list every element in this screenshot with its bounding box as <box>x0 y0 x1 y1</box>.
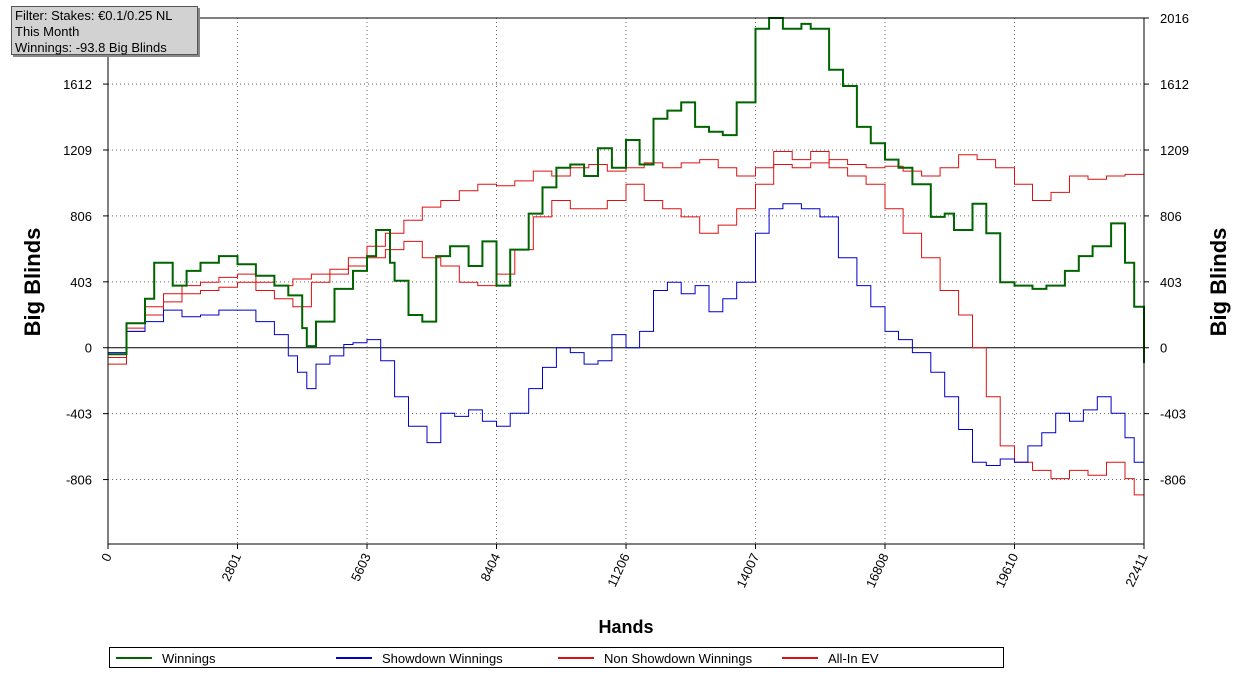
filter-period-text: This Month <box>15 24 80 39</box>
legend-swatch-showdown-winnings <box>336 657 372 659</box>
x-axis-title: Hands <box>598 617 653 637</box>
filter-stakes-text: Filter: Stakes: €0.1/0.25 NL <box>15 8 173 23</box>
filter-info-box: Filter: Stakes: €0.1/0.25 NL This Month … <box>11 6 198 55</box>
y-tick-label-right: 806 <box>1160 209 1182 224</box>
y-tick-label-right: 1612 <box>1160 77 1189 92</box>
legend-swatch-non-showdown-winnings <box>558 657 594 659</box>
y-tick-label-left: 0 <box>85 341 92 356</box>
legend-label-all-in-ev: All-In EV <box>828 650 879 666</box>
x-tick-label: 5603 <box>348 551 374 584</box>
plot-background <box>108 18 1144 544</box>
x-tick-label: 0 <box>98 551 115 564</box>
x-tick-label: 16808 <box>863 551 892 590</box>
x-tick-label: 8404 <box>477 551 503 584</box>
y-tick-label-right: 403 <box>1160 275 1182 290</box>
legend-item-showdown-winnings: Showdown Winnings <box>336 650 503 666</box>
y-tick-label-left: 1612 <box>63 77 92 92</box>
legend-swatch-all-in-ev <box>782 657 818 659</box>
legend-label-non-showdown-winnings: Non Showdown Winnings <box>604 650 753 666</box>
legend-item-all-in-ev: All-In EV <box>782 650 879 666</box>
y-tick-label-left: -403 <box>66 407 92 422</box>
series-line-non-showdown-winnings <box>108 151 1145 528</box>
y-tick-label-left: 1209 <box>63 143 92 158</box>
y-tick-label-right: 0 <box>1160 341 1167 356</box>
x-tick-label: 14007 <box>733 551 762 590</box>
y-axis-title-left: Big Blinds <box>20 228 45 337</box>
series-line-winnings <box>108 17 1145 364</box>
x-tick-label: 19610 <box>992 551 1021 590</box>
x-tick-label: 2801 <box>218 551 244 584</box>
y-tick-label-left: 403 <box>70 275 92 290</box>
series-line-showdown-winnings <box>108 203 1145 512</box>
y-tick-label-right: -403 <box>1160 407 1186 422</box>
legend-item-winnings: Winnings <box>116 650 215 666</box>
legend-label-winnings: Winnings <box>162 650 216 666</box>
x-tick-label: 22411 <box>1122 551 1150 589</box>
y-tick-label-right: 1209 <box>1160 143 1189 158</box>
y-axis-title-right: Big Blinds <box>1206 228 1231 337</box>
y-tick-label-left: 806 <box>70 209 92 224</box>
legend-item-non-showdown-winnings: Non Showdown Winnings <box>558 650 752 666</box>
filter-winnings-text: Winnings: -93.8 Big Blinds <box>15 40 167 55</box>
legend-label-showdown-winnings: Showdown Winnings <box>382 650 503 666</box>
y-tick-label-left: -806 <box>66 473 92 488</box>
legend-swatch-winnings <box>116 657 152 659</box>
y-tick-label-right: 2016 <box>1160 11 1189 26</box>
x-tick-label: 11206 <box>604 551 632 589</box>
y-tick-label-right: -806 <box>1160 473 1186 488</box>
chart-legend: Winnings Showdown Winnings Non Showdown … <box>109 647 1004 668</box>
series-lines <box>108 17 1145 528</box>
